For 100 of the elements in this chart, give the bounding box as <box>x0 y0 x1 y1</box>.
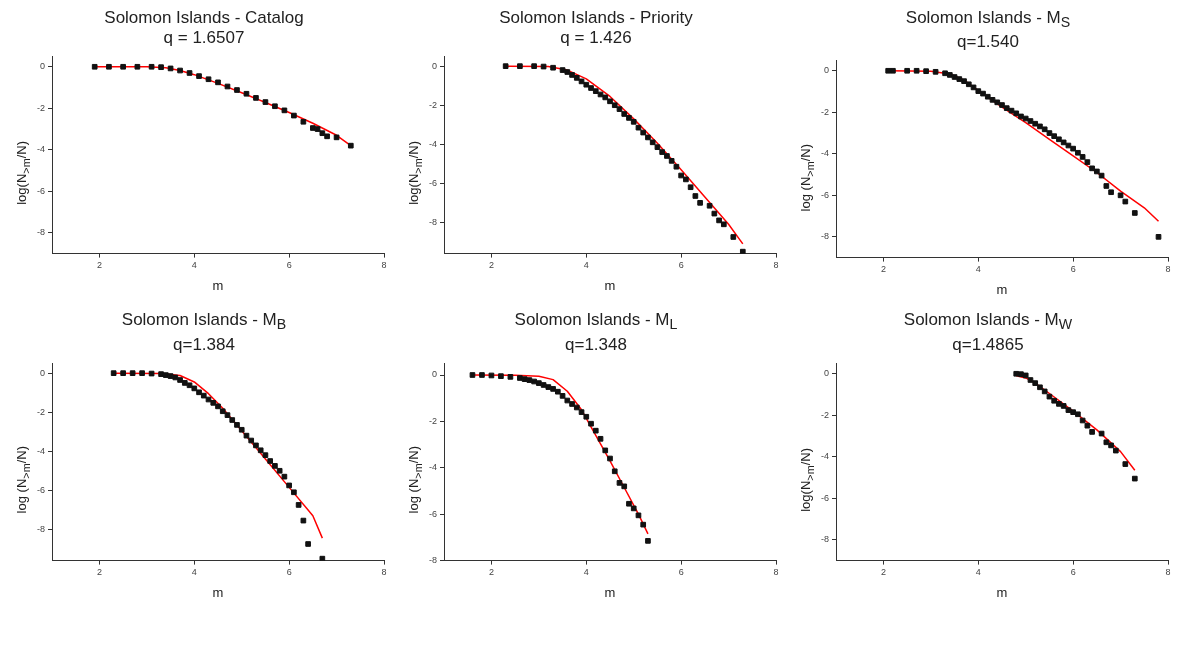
y-tick-label: 0 <box>823 65 829 76</box>
x-tick-label: 4 <box>975 567 981 578</box>
point <box>1155 234 1162 241</box>
point <box>626 500 632 507</box>
point <box>134 63 141 70</box>
point <box>205 76 212 83</box>
point <box>196 73 202 79</box>
y-tick-label: -4 <box>820 451 829 462</box>
point <box>640 521 647 528</box>
point <box>583 81 590 88</box>
point <box>243 90 250 97</box>
point <box>1079 417 1086 424</box>
point <box>559 392 566 399</box>
point <box>649 139 656 146</box>
point <box>172 374 179 381</box>
point <box>597 435 604 442</box>
point <box>1108 189 1114 196</box>
point <box>984 94 991 100</box>
point <box>234 87 240 93</box>
point <box>947 72 953 79</box>
point <box>1051 133 1058 140</box>
point <box>540 381 547 388</box>
point <box>267 457 274 464</box>
point <box>148 370 155 377</box>
point <box>904 68 910 74</box>
point <box>545 384 552 390</box>
point <box>310 125 316 131</box>
point <box>692 193 699 199</box>
x-tick-label: 4 <box>583 567 589 578</box>
point <box>630 505 637 512</box>
point <box>961 78 967 85</box>
point <box>664 153 670 159</box>
x-axis-title: m <box>604 584 616 600</box>
point <box>980 91 986 97</box>
point <box>611 468 618 474</box>
point <box>272 103 278 110</box>
point <box>540 63 547 70</box>
point <box>215 403 221 409</box>
point <box>654 144 661 151</box>
x-tick-label: 6 <box>1070 567 1076 578</box>
point <box>1070 409 1076 415</box>
x-axis-title: m <box>996 584 1008 600</box>
text: q = 1.6507 <box>163 28 245 48</box>
point <box>730 234 737 240</box>
x-tick-label: 2 <box>488 260 494 271</box>
point <box>564 69 571 75</box>
x-tick-label: 6 <box>286 567 292 578</box>
point <box>999 102 1005 109</box>
y-tick-label: -2 <box>428 99 437 110</box>
point <box>531 63 537 69</box>
point <box>555 388 561 395</box>
point <box>1041 126 1048 133</box>
point <box>243 432 250 439</box>
point <box>148 63 155 70</box>
point <box>191 385 198 392</box>
point <box>1089 428 1095 435</box>
y-tick-label: -4 <box>428 138 437 149</box>
point <box>1065 143 1072 149</box>
point <box>635 512 642 518</box>
y-tick-label: -4 <box>36 445 45 456</box>
point <box>602 447 609 454</box>
point <box>621 483 628 489</box>
point <box>1122 199 1129 205</box>
point <box>347 142 354 149</box>
y-tick-label: -2 <box>820 409 829 420</box>
text: q=1.384 <box>173 334 235 355</box>
point <box>1056 400 1062 407</box>
point <box>1013 370 1020 377</box>
point <box>488 372 495 379</box>
point <box>913 68 920 74</box>
point <box>291 489 297 495</box>
point <box>1117 192 1124 199</box>
point <box>1103 183 1110 190</box>
point <box>200 392 207 399</box>
point <box>1098 430 1105 437</box>
point <box>711 210 718 217</box>
point <box>1046 130 1053 137</box>
point <box>517 374 523 381</box>
point <box>975 88 982 95</box>
point <box>1084 422 1091 429</box>
point <box>253 442 259 449</box>
point <box>324 133 330 140</box>
point <box>573 75 580 81</box>
point <box>1013 110 1020 117</box>
point <box>120 370 126 376</box>
y-tick-label: -8 <box>820 231 829 242</box>
x-axis-title: m <box>996 282 1008 298</box>
point <box>1060 402 1067 409</box>
x-axis-title: m <box>212 277 224 293</box>
point <box>923 68 929 75</box>
point <box>951 74 958 81</box>
y-tick-label: 0 <box>431 60 437 71</box>
point <box>626 115 632 121</box>
point <box>158 64 164 71</box>
point <box>1075 150 1081 156</box>
x-tick-label: 2 <box>880 264 886 275</box>
x-tick-label: 8 <box>773 567 779 578</box>
x-axis-title: m <box>212 584 224 600</box>
point <box>1022 372 1029 379</box>
point <box>536 380 542 386</box>
